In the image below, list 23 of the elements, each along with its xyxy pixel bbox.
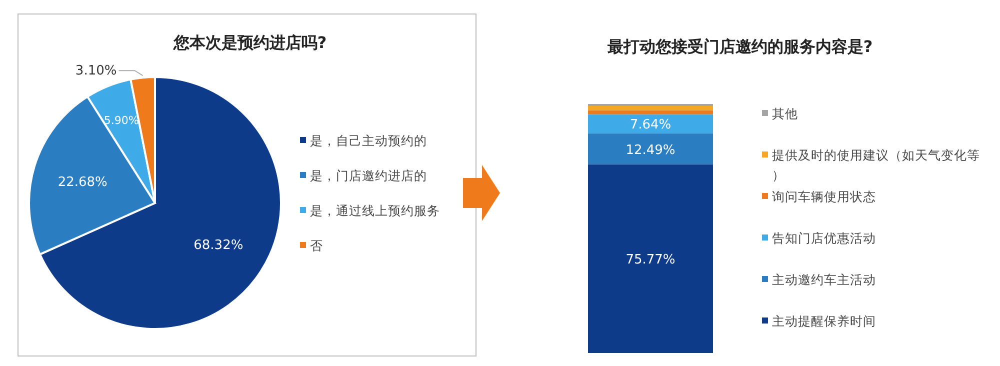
bar bbox=[588, 133, 713, 164]
legend-label: 提供及时的使用建议（如天气变化等） bbox=[772, 148, 980, 182]
legend-label: 告知门店优惠活动 bbox=[772, 230, 876, 246]
data-label: 75.77% bbox=[626, 252, 676, 268]
bar bbox=[588, 110, 713, 114]
bar bbox=[588, 106, 713, 110]
data-label: 68.32% bbox=[194, 238, 244, 254]
data-label: 3.10% bbox=[75, 64, 117, 79]
legend-label: 是，门店邀约进店的 bbox=[310, 168, 427, 183]
bar bbox=[588, 114, 713, 134]
legend-label: 其他 bbox=[772, 106, 798, 121]
legend-label: 主动提醒保养时间 bbox=[772, 314, 876, 328]
legend-label: 主动邀约车主活动 bbox=[772, 272, 876, 287]
legend-label: 询问车辆使用状态 bbox=[772, 189, 876, 204]
data-label: 22.68% bbox=[58, 175, 108, 190]
data-label: 12.49% bbox=[626, 142, 676, 158]
chart-title: 您本次是预约进店吗? bbox=[172, 33, 327, 52]
bar bbox=[588, 164, 713, 353]
legend-label: 是，通过线上预约服务 bbox=[310, 203, 440, 218]
data-label: 7.64% bbox=[630, 118, 672, 133]
legend-label: 否 bbox=[310, 238, 323, 253]
legend-label: 是，自己主动预约的 bbox=[310, 133, 427, 148]
chart-title: 最打动您接受门店邀约的服务内容是? bbox=[606, 37, 873, 56]
